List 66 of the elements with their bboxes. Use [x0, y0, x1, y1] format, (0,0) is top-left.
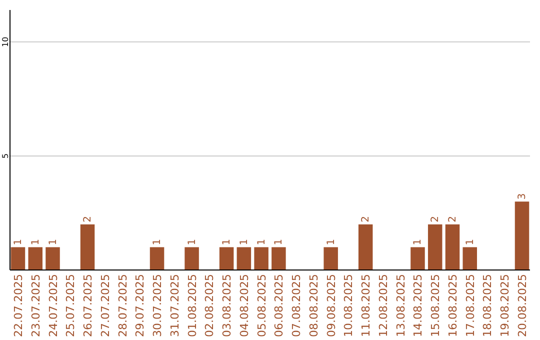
bar: [219, 247, 234, 270]
bar: [184, 247, 199, 270]
bar: [254, 247, 268, 270]
bar: [28, 247, 42, 270]
data-label: 1: [222, 238, 233, 246]
bar: [80, 224, 95, 270]
x-tick-label: 18.08.2025: [481, 274, 494, 337]
x-tick-label: 07.08.2025: [290, 274, 304, 337]
x-tick-label: 01.08.2025: [186, 274, 199, 337]
x-tick-label: 10.08.2025: [342, 274, 356, 337]
data-label: 1: [238, 238, 250, 246]
data-label: 1: [152, 238, 164, 246]
data-label: 2: [430, 216, 442, 222]
x-tick-label: 31.07.2025: [168, 274, 182, 337]
x-tick-label: 19.08.2025: [498, 274, 512, 337]
x-tick-label: 04.08.2025: [238, 274, 251, 337]
bar: [514, 202, 530, 270]
x-tick-label: 27.07.2025: [98, 274, 112, 337]
x-tick-label: 15.08.2025: [429, 274, 442, 337]
x-tick-label: 16.08.2025: [446, 274, 460, 337]
x-tick-label: 12.08.2025: [376, 274, 390, 337]
data-label: 1: [12, 238, 24, 246]
x-tick-label: 03.08.2025: [220, 274, 234, 337]
x-tick-label: 11.08.2025: [360, 274, 373, 337]
data-label: 2: [360, 216, 372, 222]
y-tick-label: 5: [1, 153, 10, 159]
bar: [410, 247, 425, 270]
data-label: 1: [186, 238, 198, 246]
x-tick-label: 28.07.2025: [116, 274, 130, 337]
x-tick-label: 26.07.2025: [82, 274, 95, 337]
bar: [236, 247, 252, 270]
data-label: 2: [447, 216, 458, 222]
x-tick-label: 23.07.2025: [29, 274, 42, 337]
x-tick-label: 13.08.2025: [394, 274, 408, 337]
x-tick-label: 29.07.2025: [134, 274, 147, 337]
x-tick-label: 09.08.2025: [324, 274, 338, 337]
x-tick-label: 02.08.2025: [203, 274, 216, 337]
x-tick-label: 24.07.2025: [46, 274, 60, 337]
bar: [445, 224, 460, 270]
x-tick-label: 20.08.2025: [516, 274, 530, 337]
x-tick-label: 30.07.2025: [151, 274, 164, 337]
data-label: 2: [82, 216, 94, 222]
x-tick-label: 17.08.2025: [464, 274, 477, 337]
x-tick-label: 22.07.2025: [12, 274, 25, 337]
y-tick-label: 10: [1, 36, 10, 48]
bar: [150, 247, 164, 270]
data-label: 1: [274, 238, 285, 246]
bar: [272, 247, 286, 270]
bar: [10, 247, 26, 270]
data-label: 1: [256, 238, 268, 246]
data-label: 3: [517, 193, 528, 200]
x-tick-label: 08.08.2025: [307, 274, 320, 337]
data-label: 1: [464, 238, 476, 246]
x-tick-label: 06.08.2025: [272, 274, 286, 337]
data-label: 1: [30, 238, 42, 246]
x-tick-label: 25.07.2025: [64, 274, 78, 337]
bar: [358, 224, 373, 270]
data-label: 1: [48, 238, 59, 246]
x-tick-label: 14.08.2025: [412, 274, 425, 337]
data-label: 1: [326, 238, 337, 246]
x-tick-label: 05.08.2025: [255, 274, 268, 337]
bar: [324, 247, 338, 270]
data-label: 1: [412, 238, 424, 246]
bar: [46, 247, 60, 270]
bar: [462, 247, 477, 270]
bar: [428, 224, 442, 270]
